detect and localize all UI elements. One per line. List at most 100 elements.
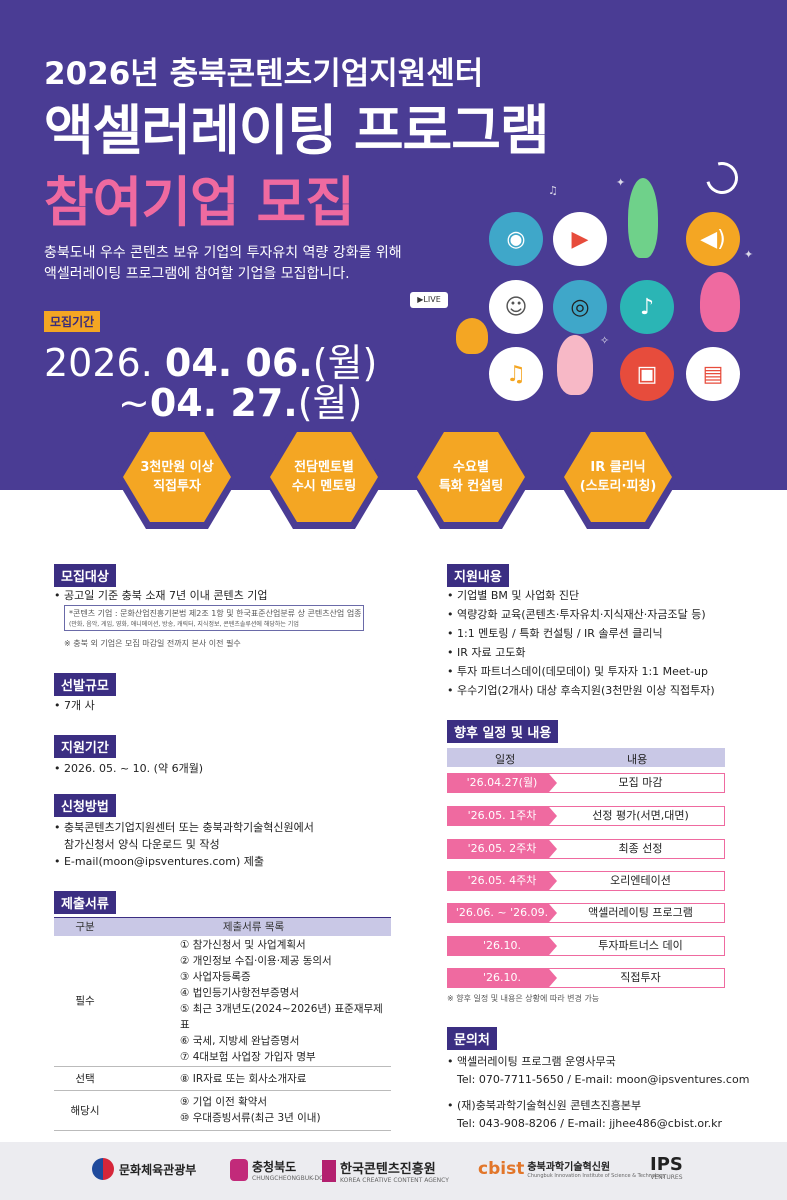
logo-mcst-text: 문화체육관광부	[119, 1162, 197, 1177]
schedule-date: '26.05. 1주차	[447, 806, 557, 826]
contact-org2-detail: Tel: 043-908-8206 / E-mail: jjhee486@cbi…	[457, 1117, 723, 1130]
contact-org2: • (재)충북과학기술혁신원 콘텐츠진흥본부	[447, 1099, 642, 1112]
person-dancing-icon	[557, 335, 593, 395]
schedule-date: '26.04.27(월)	[447, 773, 557, 793]
hex-label: IR 클리닉	[590, 460, 646, 475]
section-title-docs: 제출서류	[54, 891, 116, 914]
music-note-icon: ♪	[620, 280, 674, 334]
section-title-contact: 문의처	[447, 1027, 497, 1050]
logo-kocca-text: 한국콘텐츠진흥원	[340, 1162, 436, 1177]
logo-cbist: cbist 충북과학기술혁신원 Chungbuk Innovation Insti…	[478, 1158, 666, 1180]
support-item: • 1:1 멘토링 / 특화 컨설팅 / IR 솔루션 클리닉	[447, 627, 663, 640]
film-camera-icon: ▣	[620, 347, 674, 401]
date-end-day: (월)	[297, 381, 363, 425]
logo-ips: IPS VENTURES	[650, 1156, 683, 1182]
docs-required-list: ① 참가신청서 및 사업계획서 ② 개인정보 수집·이용·제공 동의서 ③ 사업…	[116, 935, 391, 1067]
schedule-content: 직접투자	[547, 968, 725, 988]
logo-kocca: 한국콘텐츠진흥원 KOREA CREATIVE CONTENT AGENCY	[322, 1158, 449, 1184]
table-row: 선택 ⑧ IR자료 또는 회사소개자료	[54, 1066, 391, 1091]
support-item: • IR 자료 고도화	[447, 646, 526, 659]
list-item: ⑨ 기업 이전 확약서	[180, 1096, 268, 1108]
kocca-k-icon	[322, 1160, 336, 1182]
hex-label: 직접투자	[153, 479, 201, 494]
logo-mcst: 문화체육관광부	[92, 1158, 196, 1180]
support-item: • 역량강화 교육(콘텐츠·투자유치·지식재산·자금조달 등)	[447, 608, 706, 621]
hex-label: 수요별	[453, 460, 489, 475]
schedule-col-content: 내용	[627, 753, 648, 766]
support-item: • 투자 파트너스데이(데모데이) 및 투자자 1:1 Meet-up	[447, 665, 708, 678]
list-item: ⑩ 우대증빙서류(최근 3년 이내)	[180, 1112, 321, 1124]
hex-label: (스토리·피칭)	[579, 479, 657, 494]
section-title-term: 지원기간	[54, 735, 116, 758]
contact-org1-detail: Tel: 070-7711-5650 / E-mail: moon@ipsven…	[457, 1073, 750, 1086]
live-label: LIVE	[423, 295, 441, 304]
table-row: 해당시 ⑨ 기업 이전 확약서 ⑩ 우대증빙서류(최근 3년 이내)	[54, 1090, 391, 1131]
date-end-main: 04. 27.	[149, 381, 298, 425]
schedule-content: 최종 선정	[547, 839, 725, 859]
logo-ips-sub: VENTURES	[650, 1174, 683, 1181]
schedule-col-date: 일정	[495, 753, 516, 766]
list-item: ⑧ IR자료 또는 회사소개자료	[180, 1072, 307, 1085]
table-row: 필수 ① 참가신청서 및 사업계획서 ② 개인정보 수집·이용·제공 동의서 ③…	[54, 935, 391, 1067]
sparkle-icon: ✦	[616, 176, 626, 189]
sparkle-icon: ✧	[600, 334, 610, 347]
apply-item1: • 충북콘텐츠기업지원센터 또는 충북과학기술혁신원에서	[54, 821, 314, 834]
header-description: 충북도내 우수 콘텐츠 보유 기업의 투자유치 역량 강화를 위해 액셀러레이팅…	[44, 243, 444, 285]
megaphone-icon: ◀)	[686, 212, 740, 266]
schedule-date: '26.05. 2주차	[447, 839, 557, 859]
clapperboard-icon: ▤	[686, 347, 740, 401]
header-line1: 2026년 충북콘텐츠기업지원센터	[44, 56, 484, 92]
docs-category-required: 필수	[54, 935, 116, 1067]
headphones-icon: ♫	[489, 347, 543, 401]
docs-category-conditional: 해당시	[54, 1090, 116, 1131]
hex-label: 3천만원 이상	[140, 460, 214, 475]
desc-line2: 액셀러레이팅 프로그램에 참여할 기업을 모집합니다.	[44, 266, 350, 282]
schedule-row: '26.10. 직접투자	[447, 968, 725, 988]
schedule-date: '26.10.	[447, 968, 557, 988]
target-item: • 공고일 기준 충북 소재 7년 이내 콘텐츠 기업	[54, 589, 268, 602]
schedule-row: '26.05. 1주차 선정 평가(서면,대면)	[447, 806, 725, 826]
target-box-line2: (만화, 음악, 게임, 영화, 애니메이션, 방송, 캐릭터, 지식정보, 콘…	[69, 621, 299, 628]
person-figure-icon	[628, 178, 658, 258]
schedule-content: 액셀러레이팅 프로그램	[547, 903, 725, 923]
person-laptop-icon	[700, 272, 740, 332]
target-box-line1: *콘텐츠 기업 : 문화산업진흥기본법 제2조 1항 및 한국표준산업분류 상 …	[69, 609, 362, 618]
target-note: ※ 충북 외 기업은 모집 마감일 전까지 본사 이전 필수	[64, 639, 241, 648]
period-badge: 모집기간	[44, 311, 101, 332]
chungbuk-emblem-icon	[230, 1159, 248, 1181]
list-item: ② 개인정보 수집·이용·제공 동의서	[180, 954, 332, 967]
person-live-icon	[456, 318, 488, 354]
schedule-row: '26.05. 4주차 오리엔테이션	[447, 871, 725, 891]
docs-conditional-list: ⑨ 기업 이전 확약서 ⑩ 우대증빙서류(최근 3년 이내)	[116, 1090, 391, 1131]
schedule-header: 일정 내용	[447, 748, 725, 767]
logo-cbist-sub: Chungbuk Innovation Institute of Science…	[527, 1173, 666, 1179]
docs-col-category: 구분	[54, 917, 116, 936]
date-start-day: (월)	[312, 341, 378, 385]
schedule-content: 선정 평가(서면,대면)	[547, 806, 725, 826]
hex-label: 수시 멘토링	[291, 479, 357, 494]
hex-label: 전담멘토별	[294, 460, 354, 475]
logo-chungbuk-sub: CHUNGCHEONGBUK-DO	[252, 1175, 324, 1182]
footer-logos: 문화체육관광부 충청북도 CHUNGCHEONGBUK-DO 한국콘텐츠진흥원 KO…	[0, 1142, 787, 1200]
support-item: • 기업별 BM 및 사업화 진단	[447, 589, 580, 602]
taegeuk-icon	[92, 1158, 114, 1180]
date-end: ~04. 27.(월)	[118, 372, 362, 427]
logo-chungbuk-text: 충청북도	[252, 1160, 297, 1174]
date-start-main: 04. 06.	[164, 341, 313, 385]
benefit-hex-consulting: 수요별 특화 컨설팅	[409, 425, 533, 529]
logo-cbist-text: 충북과학기술혁신원	[527, 1162, 611, 1173]
section-title-target: 모집대상	[54, 564, 116, 587]
schedule-note: ※ 향후 일정 및 내용은 상황에 따라 변경 가능	[447, 994, 600, 1003]
list-item: ④ 법인등기사항전부증명서	[180, 986, 300, 999]
satellite-dish-icon	[700, 156, 744, 200]
video-play-icon: ▶	[553, 212, 607, 266]
schedule-date: '26.05. 4주차	[447, 871, 557, 891]
section-title-schedule: 향후 일정 및 내용	[447, 720, 559, 743]
list-item: ⑦ 4대보험 사업장 가입자 명부	[180, 1050, 316, 1063]
list-item: ③ 사업자등록증	[180, 970, 251, 983]
person-binoculars-icon: ◉	[489, 212, 543, 266]
section-title-support: 지원내용	[447, 564, 509, 587]
schedule-date: '26.10.	[447, 936, 557, 956]
